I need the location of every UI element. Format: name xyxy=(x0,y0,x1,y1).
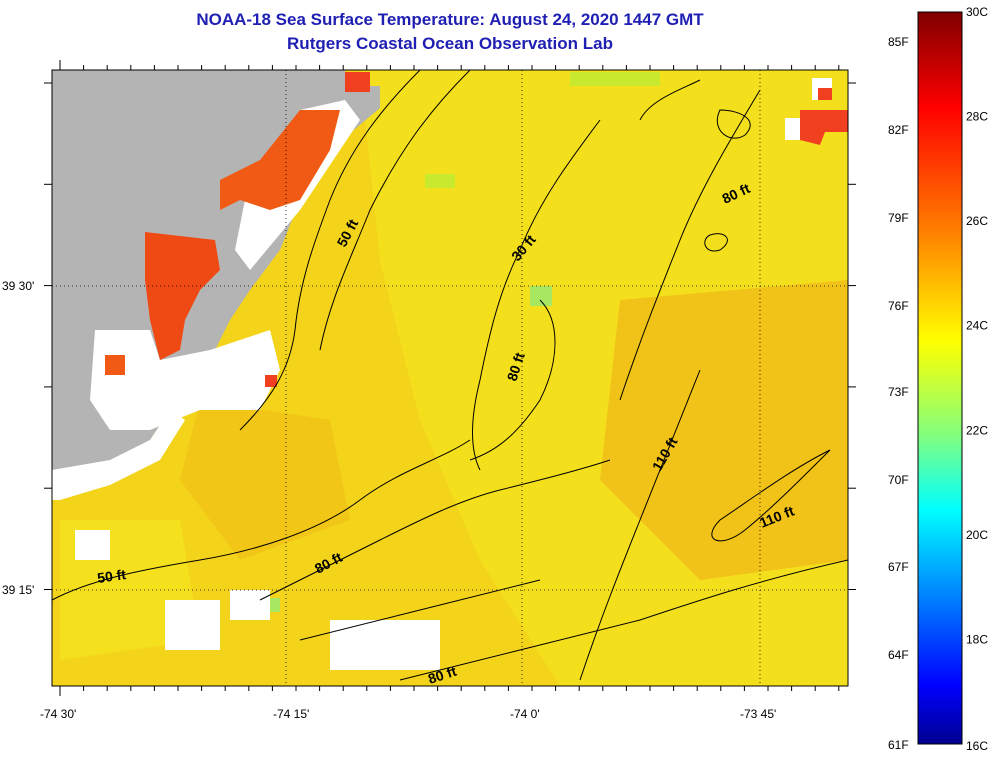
contour-80ft xyxy=(469,299,556,461)
colorbar-celsius-label: 24C xyxy=(966,319,988,333)
cool-patch xyxy=(425,174,455,188)
contour-110ft-loop xyxy=(711,449,831,542)
colorbar-celsius-label: 18C xyxy=(966,632,988,646)
colorbar-fahrenheit-label: 76F xyxy=(888,299,909,313)
contour-50ft-south xyxy=(52,439,471,601)
colorbar-fahrenheit-label: 70F xyxy=(888,473,909,487)
contour-line xyxy=(639,79,701,121)
contour-30ft xyxy=(472,119,601,471)
no-data-region xyxy=(330,620,440,670)
x-tick-label: -73 45' xyxy=(740,707,776,721)
colorbar-fahrenheit-label: 82F xyxy=(888,123,909,137)
colorbar-celsius-label: 16C xyxy=(966,739,988,753)
x-tick-label: -74 30' xyxy=(40,707,76,721)
axis-ticks xyxy=(44,60,856,696)
hot-patch xyxy=(105,355,125,375)
map-subtitle: Rutgers Coastal Ocean Observation Lab xyxy=(287,34,613,53)
colorbar-fahrenheit-label: 85F xyxy=(888,35,909,49)
contour-80ft-bottom xyxy=(399,559,848,681)
no-data-region xyxy=(230,590,270,620)
depth-contours xyxy=(52,70,848,681)
hot-patch xyxy=(220,110,340,210)
colorbar-celsius-label: 28C xyxy=(966,110,988,124)
colorbar-celsius-label: 22C xyxy=(966,423,988,437)
sea-warm-patch xyxy=(180,400,350,560)
hot-patch xyxy=(800,110,848,145)
contour-110ft xyxy=(579,369,701,681)
colorbar-fahrenheit-label: 67F xyxy=(888,560,909,574)
colorbar-labels: 30C 28C 26C 24C 22C 20C 18C 16C 85F 82F 79F 76F 73F 7… xyxy=(888,5,988,753)
colorbar-celsius-label: 30C xyxy=(966,5,988,19)
contour-loop xyxy=(716,109,751,139)
hot-patch xyxy=(345,72,370,92)
no-data-region xyxy=(165,600,220,650)
cool-patch xyxy=(570,72,660,86)
sea-warm-region xyxy=(600,280,848,580)
x-tick-label: -74 15' xyxy=(273,707,309,721)
y-tick-label: 39 30' xyxy=(2,279,34,293)
no-data-region xyxy=(90,330,280,430)
colorbar-celsius-label: 26C xyxy=(966,214,988,228)
hot-patch xyxy=(145,232,220,360)
colorbar-celsius-label: 20C xyxy=(966,528,988,542)
contour-line xyxy=(319,70,471,351)
cool-patch xyxy=(530,286,552,306)
colorbar-fahrenheit-label: 79F xyxy=(888,211,909,225)
no-data-region xyxy=(52,410,185,500)
hot-patch xyxy=(818,88,832,100)
contour-loop xyxy=(704,233,728,252)
colorbar xyxy=(917,11,963,745)
x-tick-label: -74 0' xyxy=(510,707,540,721)
contour-label: 50 ft xyxy=(96,566,127,586)
colorbar-fahrenheit-label: 64F xyxy=(888,648,909,662)
contour-80ft-south xyxy=(259,459,611,601)
y-tick-label: 39 15' xyxy=(2,583,34,597)
contour-line-south xyxy=(299,579,541,641)
contour-50ft xyxy=(239,70,421,431)
grid-lines xyxy=(52,70,848,686)
no-data-region xyxy=(75,530,110,560)
contour-80ft-east xyxy=(619,89,761,401)
map-border xyxy=(51,69,849,687)
colorbar-fahrenheit-label: 73F xyxy=(888,385,909,399)
map-title: NOAA-18 Sea Surface Temperature: August … xyxy=(196,10,704,29)
hot-patch xyxy=(265,375,277,387)
colorbar-fahrenheit-label: 61F xyxy=(888,738,909,752)
contour-label: 80 ft xyxy=(426,663,459,687)
